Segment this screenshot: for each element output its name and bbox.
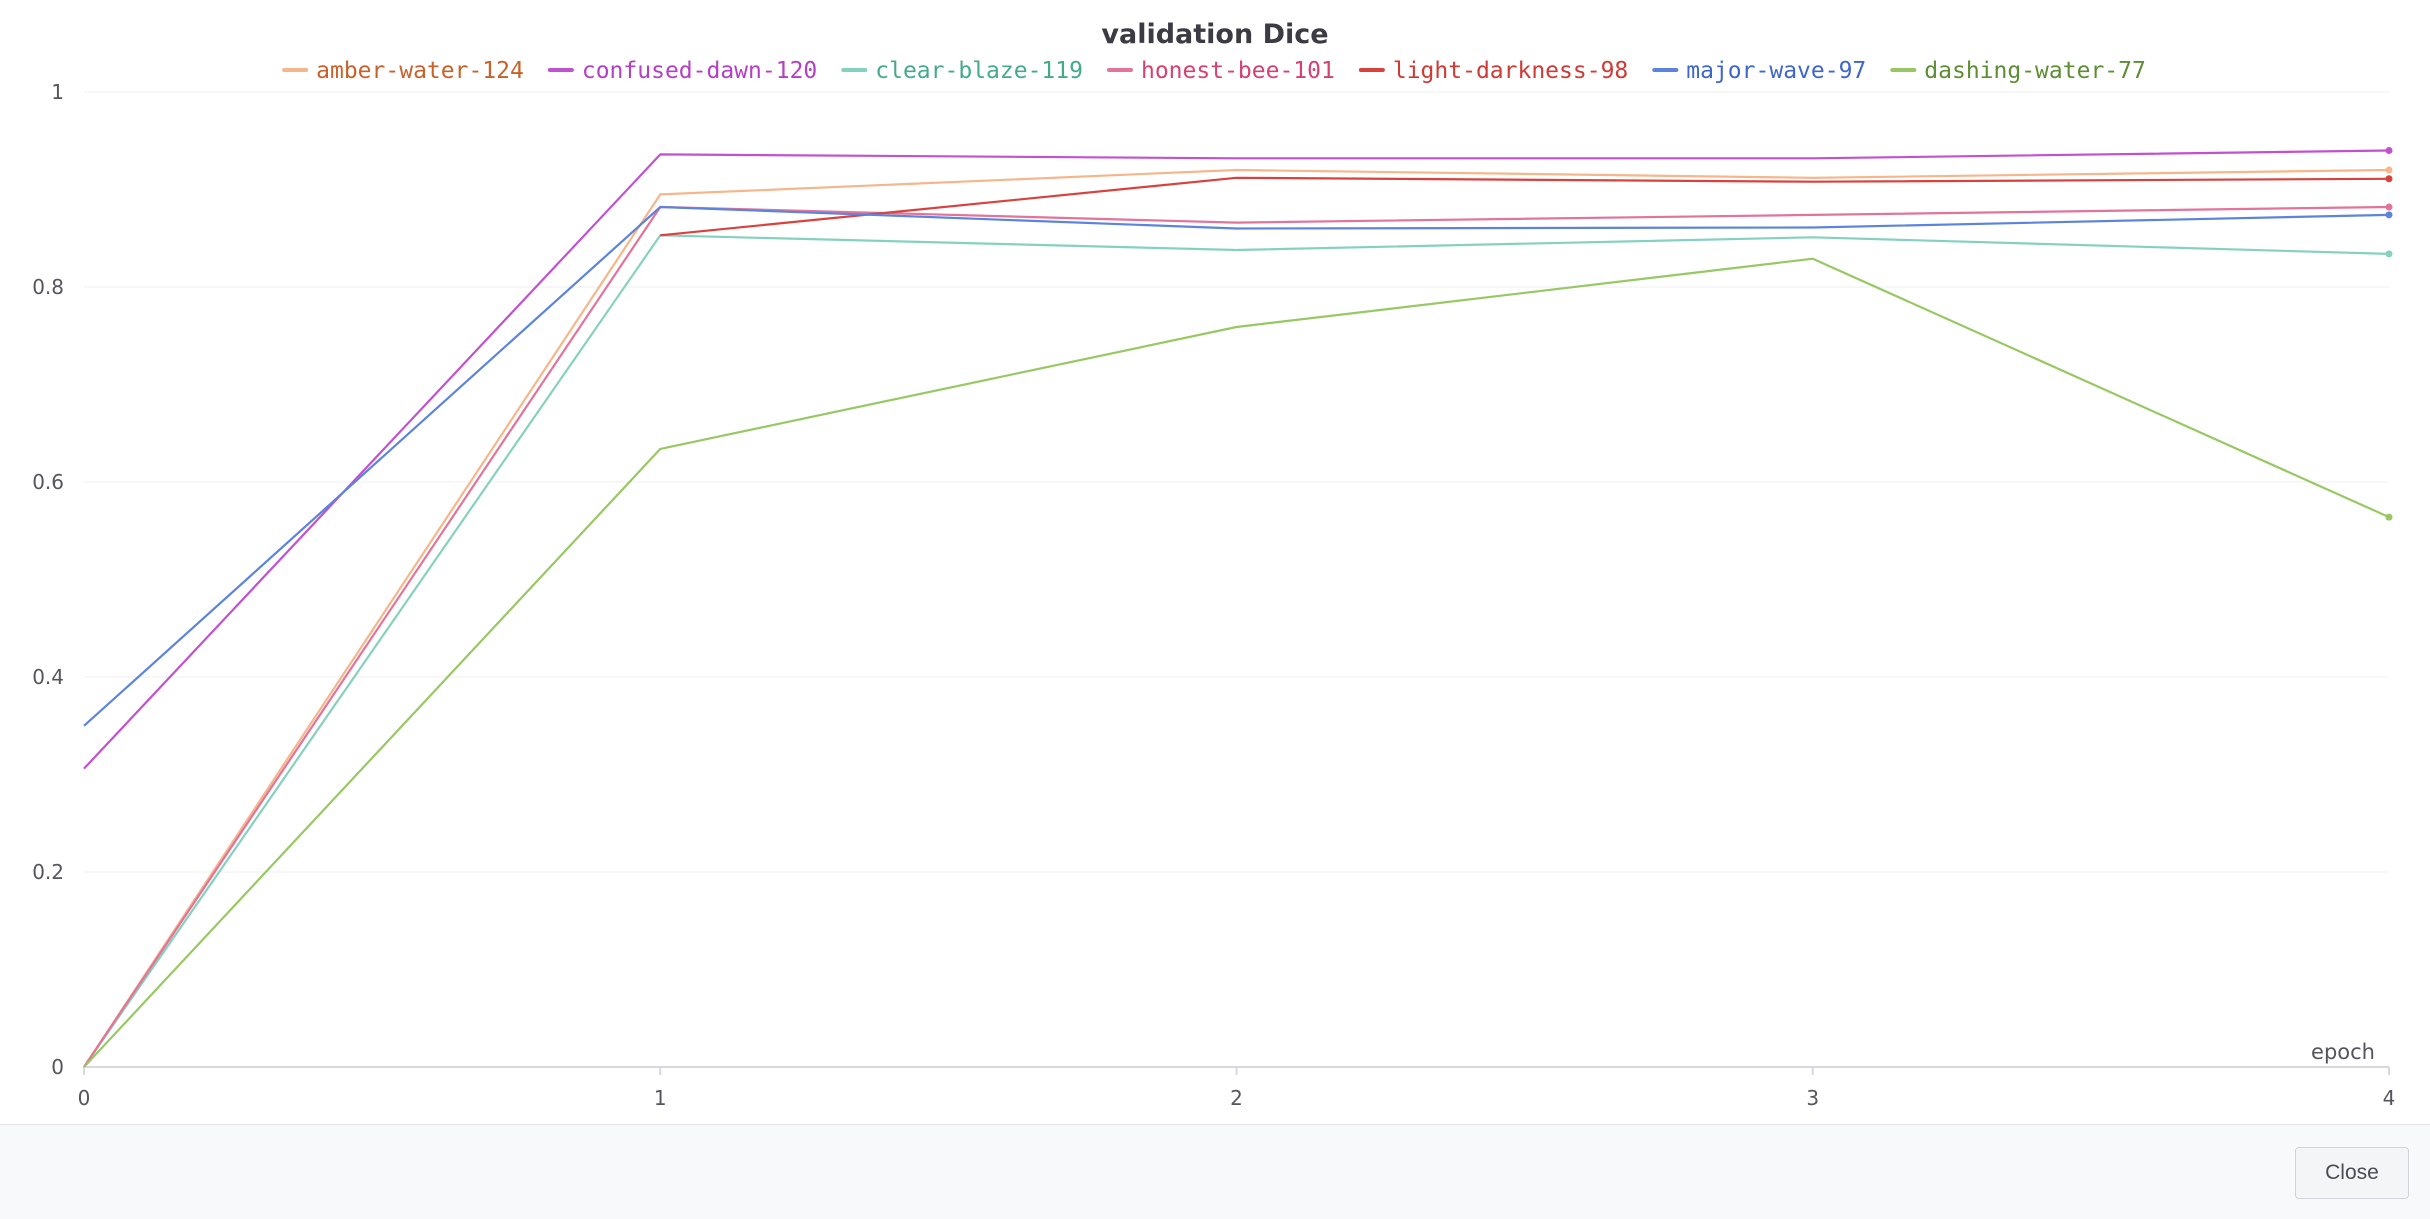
legend-label: major-wave-97: [1686, 58, 1866, 84]
series-end-marker-confused-dawn-120: [2385, 147, 2393, 154]
legend-item-major-wave-97[interactable]: major-wave-97: [1652, 58, 1866, 84]
series-end-marker-light-darkness-98: [2385, 175, 2393, 183]
series-end-marker-major-wave-97: [2385, 211, 2393, 219]
chart: validation Dice amber-water-124 confused-…: [32, 19, 2395, 1110]
legend-label: dashing-water-77: [1924, 58, 2146, 84]
legend-label: clear-blaze-119: [875, 58, 1083, 84]
x-tick-label: 2: [1230, 1086, 1243, 1110]
y-tick-label: 0.6: [32, 470, 64, 494]
legend-item-honest-bee-101[interactable]: honest-bee-101: [1106, 58, 1335, 84]
close-button[interactable]: Close: [2295, 1147, 2409, 1199]
series-line-clear-blaze-119: [83, 234, 2390, 1068]
series-end-marker-dashing-water-77: [2385, 513, 2393, 521]
chart-title: validation Dice: [1101, 19, 1328, 50]
series-line-honest-bee-101: [83, 205, 2390, 1068]
legend-item-confused-dawn-120[interactable]: confused-dawn-120: [547, 58, 817, 84]
legend-label: honest-bee-101: [1141, 58, 1335, 84]
y-tick-label: 0.8: [32, 275, 64, 299]
legend-item-clear-blaze-119[interactable]: clear-blaze-119: [841, 58, 1083, 84]
series-line-dashing-water-77: [83, 257, 2390, 1068]
legend-item-light-darkness-98[interactable]: light-darkness-98: [1358, 58, 1628, 84]
x-tick-label: 1: [654, 1086, 667, 1110]
series-line-major-wave-97: [83, 205, 2390, 727]
legend: amber-water-124 confused-dawn-120 clear-bl…: [282, 58, 2146, 84]
legend-label: amber-water-124: [316, 58, 524, 84]
x-tick-label: 0: [78, 1086, 91, 1110]
x-axis-label: epoch: [2311, 1040, 2375, 1064]
series-end-marker-amber-water-124: [2385, 166, 2393, 174]
series-line-amber-water-124: [83, 168, 2390, 1068]
series-end-marker-clear-blaze-119: [2385, 250, 2393, 258]
dialog-footer: Close: [0, 1124, 2430, 1219]
x-tick-label: 4: [2383, 1086, 2396, 1110]
y-tick-label: 0.4: [32, 665, 64, 689]
legend-label: light-darkness-98: [1393, 58, 1628, 84]
grid: [84, 91, 2389, 873]
legend-item-amber-water-124[interactable]: amber-water-124: [282, 58, 524, 84]
x-tick-label: 3: [1806, 1086, 1819, 1110]
series-layer: [83, 147, 2393, 1068]
axes: 0 0.2 0.4 0.6 0.8 1 0 1 2 3 4: [32, 80, 2395, 1110]
y-tick-label: 0: [51, 1055, 64, 1079]
series-line-light-darkness-98: [660, 176, 2390, 237]
legend-label: confused-dawn-120: [582, 58, 817, 84]
legend-item-dashing-water-77[interactable]: dashing-water-77: [1890, 58, 2146, 84]
y-tick-label: 0.2: [32, 860, 64, 884]
series-line-confused-dawn-120: [83, 149, 2390, 770]
series-end-marker-honest-bee-101: [2385, 203, 2393, 211]
y-tick-label: 1: [51, 80, 64, 104]
